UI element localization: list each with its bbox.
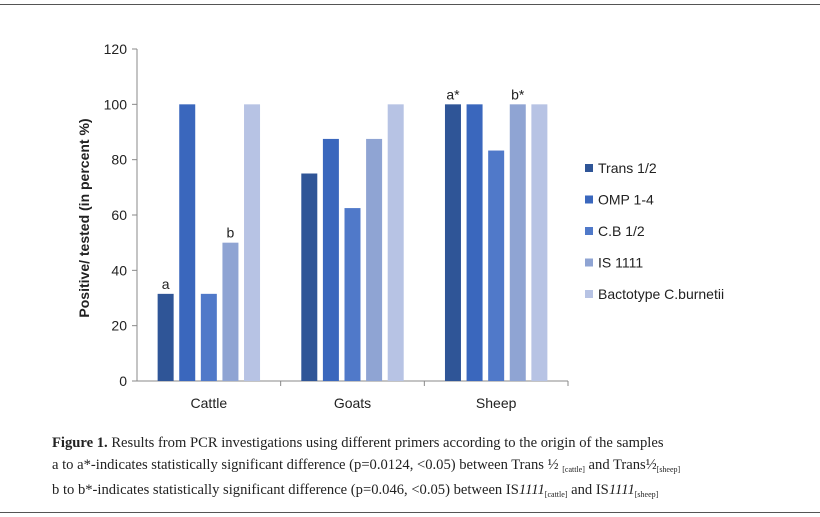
legend-label: IS 1111	[598, 255, 643, 271]
legend-swatch	[585, 258, 593, 267]
caption-line-3: b to b*-indicates statistically signific…	[52, 480, 812, 506]
bar	[344, 208, 361, 381]
legend-label: OMP 1-4	[598, 192, 654, 208]
bar	[301, 173, 318, 381]
y-tick-label: 0	[119, 373, 127, 389]
data-annotation: b*	[511, 86, 525, 102]
figure-label: Figure 1.	[52, 435, 108, 451]
legend-label: Bactotype C.burnetii	[598, 286, 724, 302]
bar	[444, 104, 461, 381]
legend-swatch	[585, 164, 593, 172]
data-annotation: a*	[446, 86, 460, 102]
legend-swatch	[585, 227, 593, 235]
data-annotation: b	[227, 225, 235, 241]
bar	[466, 104, 483, 381]
y-tick-label: 60	[111, 207, 127, 223]
y-tick-label: 120	[104, 41, 128, 57]
caption-sub: [sheep]	[656, 464, 681, 474]
caption-text: Results from PCR investigations using di…	[111, 435, 664, 451]
caption-sub: [cattle]	[562, 464, 585, 474]
bar	[222, 242, 239, 381]
bar	[200, 293, 217, 381]
bar	[157, 293, 174, 381]
y-tick-label: 20	[111, 318, 127, 334]
caption-italic: 1111	[518, 482, 545, 498]
caption-line-2: a to a*-indicates statistically signific…	[52, 455, 812, 481]
caption-text: a to a*-indicates statistically signific…	[52, 456, 563, 473]
caption-italic: 1111	[608, 482, 635, 498]
bar	[179, 104, 196, 381]
y-tick-label: 100	[104, 96, 128, 112]
x-tick-label: Goats	[334, 395, 371, 411]
y-tick-label: 80	[111, 152, 127, 168]
bar	[387, 104, 404, 381]
bar	[531, 104, 548, 381]
bar-chart: 0 20 40 60 80 100 120 Positive/ tested (in perc…	[76, 41, 724, 411]
caption-text: b to b*-indicates statistically signific…	[52, 482, 519, 498]
top-rule	[0, 4, 820, 5]
legend-label: Trans 1/2	[598, 160, 657, 176]
bar	[488, 150, 505, 381]
data-annotation: a	[162, 276, 170, 292]
bar	[322, 138, 339, 381]
legend-swatch	[585, 290, 593, 298]
caption-text: and Trans½	[584, 456, 657, 473]
bar	[366, 138, 383, 381]
bar	[244, 104, 261, 381]
y-tick-label: 40	[111, 262, 127, 278]
bar	[509, 104, 526, 381]
legend-swatch	[585, 195, 593, 204]
y-axis-label: Positive/ tested (in percent %)	[76, 118, 92, 317]
caption-sub: [cattle]	[544, 490, 568, 499]
legend-label: C.B 1/2	[598, 223, 645, 239]
x-tick-label: Sheep	[476, 395, 517, 411]
caption-text: and IS	[567, 482, 609, 498]
caption-sub: [sheep]	[634, 490, 659, 499]
figure-caption: Figure 1. Results from PCR investigation…	[52, 433, 812, 506]
bottom-rule	[0, 512, 820, 513]
x-tick-label: Cattle	[191, 395, 228, 411]
caption-line-1: Figure 1. Results from PCR investigation…	[52, 433, 812, 455]
